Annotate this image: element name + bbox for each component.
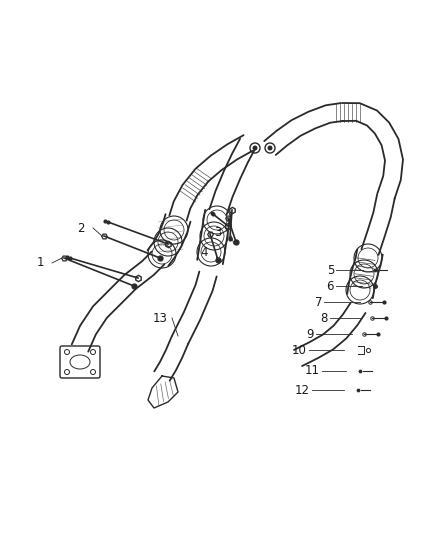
Text: 2: 2 — [78, 222, 85, 235]
Text: 12: 12 — [295, 384, 310, 397]
Text: 13: 13 — [153, 311, 168, 325]
Text: 9: 9 — [307, 327, 314, 341]
Circle shape — [268, 146, 272, 150]
Text: 11: 11 — [305, 365, 320, 377]
Text: 7: 7 — [314, 295, 322, 309]
Text: 5: 5 — [327, 263, 334, 277]
Text: 10: 10 — [292, 343, 307, 357]
Text: 3: 3 — [215, 227, 222, 239]
Text: 4: 4 — [201, 246, 208, 260]
Text: 1: 1 — [36, 256, 44, 270]
Circle shape — [252, 146, 258, 150]
Text: 8: 8 — [321, 311, 328, 325]
Text: 6: 6 — [326, 279, 334, 293]
